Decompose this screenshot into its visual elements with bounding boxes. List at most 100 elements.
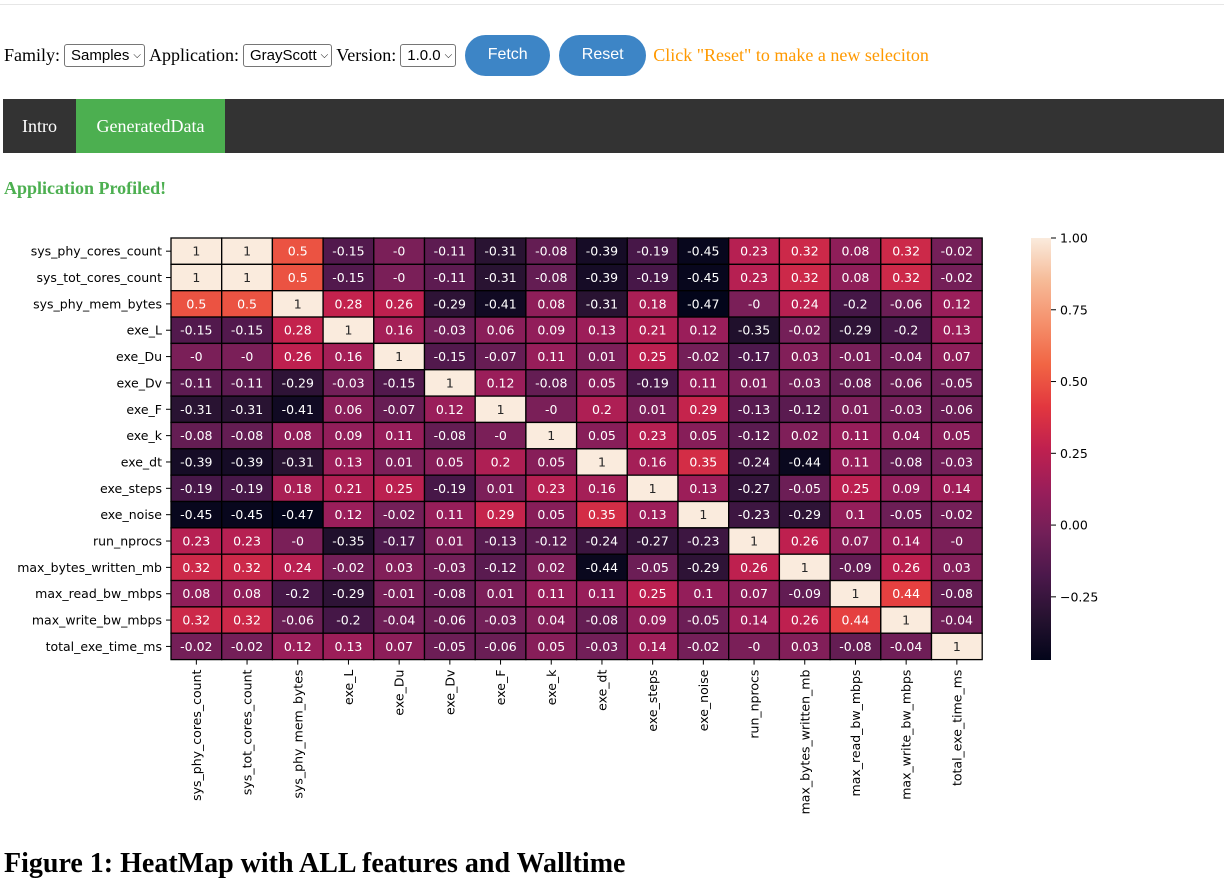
heatmap-cell [271,448,324,476]
colorbar-tick-label: 0.25 [1060,446,1088,461]
cell-value-label: -0 [393,244,406,259]
tab-intro[interactable]: Intro [22,115,57,136]
heatmap-cell [322,421,375,450]
heatmap-cell [525,237,578,266]
heatmap-cell [373,316,426,345]
y-tick-label: max_write_bw_mbps [32,613,162,628]
chevron-down-icon: ⌵ [320,49,329,61]
version-label: Version: [336,44,397,65]
correlation-heatmap: 1 1 0.5 -0.15 -0 -0.11 -0.31 -0.08 -0.39 -0.19 -0.… [17,231,1098,815]
application-select-value: GrayScott [249,46,317,64]
tab-generated-data[interactable]: GeneratedData [76,99,225,153]
heatmap-cell [423,316,476,345]
x-tick-label: max_write_bw_mbps [899,670,914,800]
heatmap-cell [728,237,781,266]
heatmap-cell [575,579,628,608]
cell-value-label: -0.2 [894,323,918,338]
cell-value-label: 0.23 [639,428,667,443]
colorbar [1031,238,1051,660]
cell-value-label: -0.08 [941,586,973,601]
cell-value-label: 0.09 [537,323,565,338]
selection-toolbar: Family: Samples ⌵ Application: GrayScott… [4,34,929,76]
cell-value-label: 0.02 [791,428,819,443]
cell-value-label: 0.11 [537,349,565,364]
cell-value-label: 0.03 [385,560,413,575]
cell-value-label: 0.26 [284,349,312,364]
heatmap-cell [525,316,578,345]
cell-value-label: 0.08 [233,586,261,601]
cell-value-label: -0 [951,534,964,549]
heatmap-cell [677,448,730,476]
cell-value-label: -0.29 [332,586,364,601]
cell-value-label: -0.05 [687,613,719,628]
cell-value-label: -0.27 [738,481,770,496]
heatmap-cell [373,527,426,555]
cell-value-label: -0.11 [180,375,212,390]
cell-value-label: 0.11 [689,375,717,390]
cell-value-label: -0.08 [180,428,212,443]
heatmap-cell [221,316,274,345]
heatmap-cell [423,474,476,503]
cell-value-label: 0.44 [842,613,870,628]
cell-value-label: 0.11 [842,428,870,443]
y-tick-label: sys_phy_cores_count [31,244,162,259]
x-tick-label: sys_phy_mem_bytes [290,670,305,799]
y-tick-label: exe_F [126,402,162,417]
cell-value-label: -0.09 [789,586,821,601]
cell-value-label: -0.19 [180,481,212,496]
cell-value-label: -0.02 [383,507,415,522]
version-select[interactable]: 1.0.0 ⌵ [400,43,457,67]
cell-value-label: 0.07 [740,586,768,601]
cell-value-label: -0.04 [890,349,922,364]
cell-value-label: 0.11 [436,507,464,522]
cell-value-label: -0 [748,296,761,311]
heatmap-cell [221,395,274,424]
cell-value-label: -0.44 [789,454,821,469]
cell-value-label: 0.04 [892,428,920,443]
heatmap-cell [271,263,324,292]
cell-value-label: 0.11 [537,586,565,601]
heatmap-cell [677,474,730,503]
cell-value-label: -0.31 [484,244,516,259]
cell-value-label: 1 [243,270,251,285]
heatmap-cell [525,395,578,424]
cell-value-label: 0.11 [842,454,870,469]
heatmap-cell [930,632,983,661]
cell-value-label: 0.13 [335,454,363,469]
heatmap-cell [373,474,426,503]
family-select[interactable]: Samples ⌵ [64,43,145,67]
application-select[interactable]: GrayScott ⌵ [242,43,333,67]
heatmap-cell [829,421,882,450]
heatmap-cell [677,606,730,634]
heatmap-cell [829,342,882,371]
cell-value-label: -0.44 [586,560,618,575]
cell-value-label: 0.16 [385,323,413,338]
cell-value-label: 0.25 [385,481,413,496]
cell-value-label: -0.06 [941,402,973,417]
fetch-button[interactable]: Fetch [465,34,551,76]
cell-value-label: -0 [494,428,507,443]
y-tick-label: total_exe_time_ms [46,639,162,654]
cell-value-label: -0.03 [434,323,466,338]
heatmap-cell [271,579,324,608]
heatmap-cell [880,448,933,476]
cell-value-label: 0.14 [943,481,971,496]
cell-value-label: -0.06 [890,375,922,390]
cell-value-label: -0.13 [738,402,770,417]
cell-value-label: 0.14 [639,639,667,654]
heatmap-cell [373,606,426,634]
cell-value-label: 1 [598,454,606,469]
cell-value-label: -0.02 [687,639,719,654]
heatmap-cell [525,342,578,371]
cell-value-label: 0.18 [639,296,667,311]
reset-button[interactable]: Reset [559,34,647,76]
cell-value-label: 0.09 [892,481,920,496]
heatmap-cell [626,342,679,371]
cell-value-label: 0.04 [537,613,565,628]
heatmap-cell [728,606,781,634]
cell-value-label: 0.18 [284,481,312,496]
heatmap-cell [677,527,730,555]
cell-value-label: 0.09 [335,428,363,443]
cell-value-label: -0.35 [332,534,364,549]
heatmap-cell [423,448,476,476]
